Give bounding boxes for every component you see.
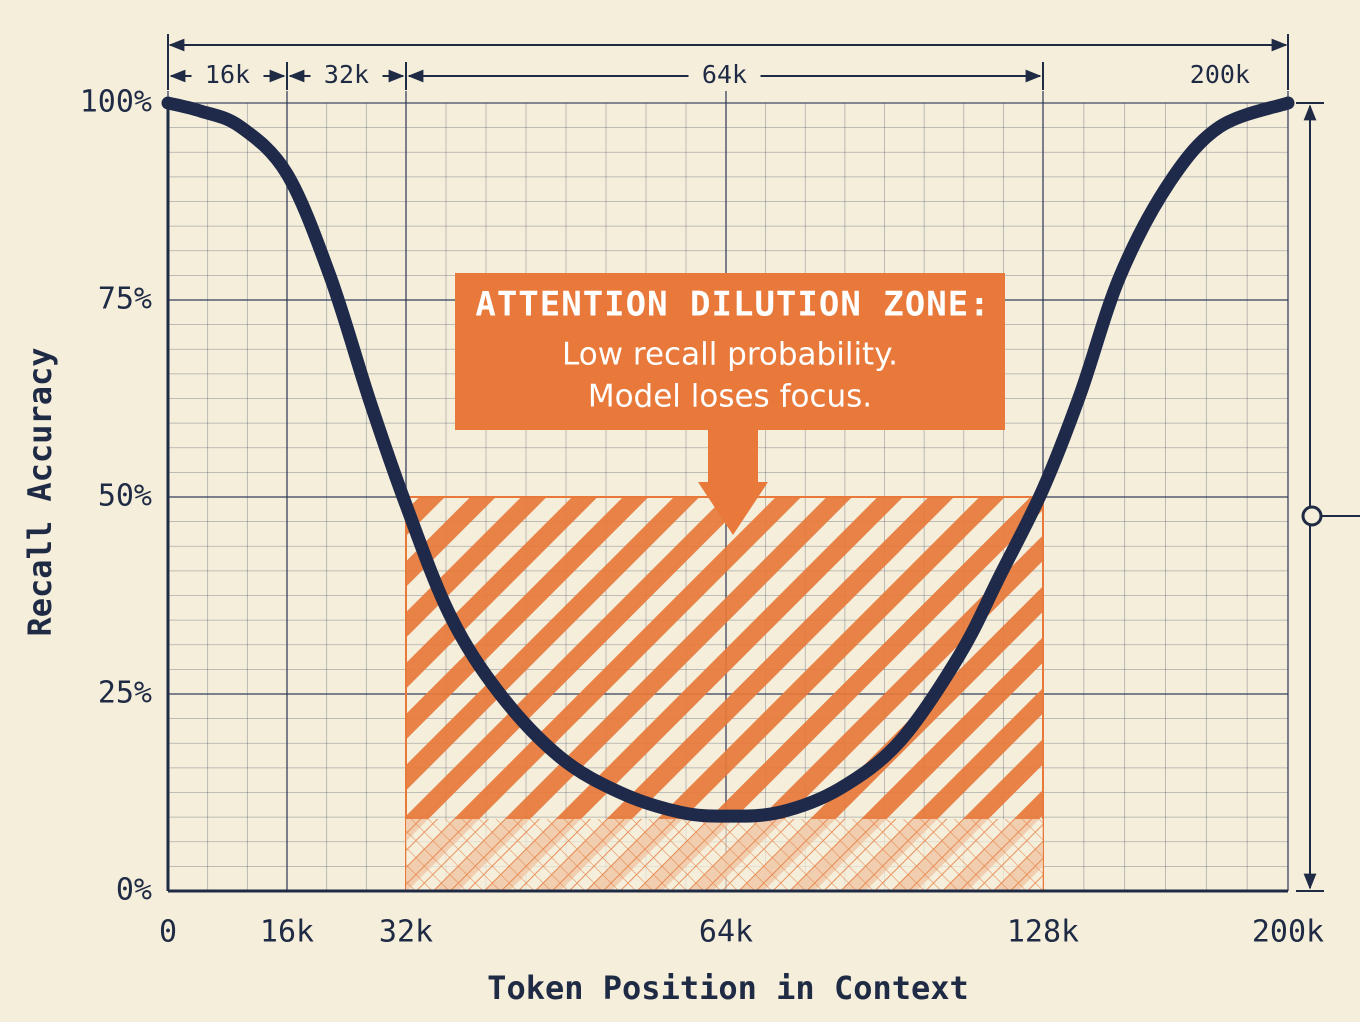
callout-arrow xyxy=(698,428,768,535)
callout-line: Model loses focus. xyxy=(588,379,872,415)
right-bracket xyxy=(1296,102,1360,892)
y-tick-label: 75% xyxy=(98,282,152,317)
zone-base-hatch xyxy=(406,819,1043,891)
callout-title: ATTENTION DILUTION ZONE: xyxy=(475,285,990,325)
y-tick-label: 100% xyxy=(80,85,152,120)
dimension-label: 32k xyxy=(324,60,369,89)
x-tick-label: 16k xyxy=(260,915,314,950)
y-tick-label: 0% xyxy=(116,873,152,908)
zone xyxy=(405,496,1044,892)
bracket-node xyxy=(1301,505,1323,527)
callout: ATTENTION DILUTION ZONE: Low recall prob… xyxy=(455,273,1005,535)
axes: 0% 25% 50% 75% 100% 0 16k 32k 64k 128k 200k xyxy=(80,85,1324,950)
x-tick-label: 32k xyxy=(379,915,433,950)
dimension-label: 16k xyxy=(205,60,250,89)
x-axis-title: Token Position in Context xyxy=(487,969,969,1007)
recall-curve xyxy=(161,96,1295,823)
y-tick-label: 50% xyxy=(98,479,152,514)
x-tick-label: 0 xyxy=(159,915,177,950)
x-tick-label: 64k xyxy=(699,915,753,950)
dimension-label: 200k xyxy=(1190,60,1250,89)
x-tick-label: 200k xyxy=(1252,915,1324,950)
callout-line: Low recall probability. xyxy=(562,337,898,373)
curve-layer xyxy=(161,96,1295,823)
y-axis-title: Recall Accuracy xyxy=(21,348,59,637)
x-tick-label: 128k xyxy=(1007,915,1079,950)
dimension-label: 64k xyxy=(702,60,747,89)
callout-box xyxy=(455,273,1005,430)
dimensions: 16k 32k 64k 200k xyxy=(167,34,1289,90)
y-tick-label: 25% xyxy=(98,676,152,711)
